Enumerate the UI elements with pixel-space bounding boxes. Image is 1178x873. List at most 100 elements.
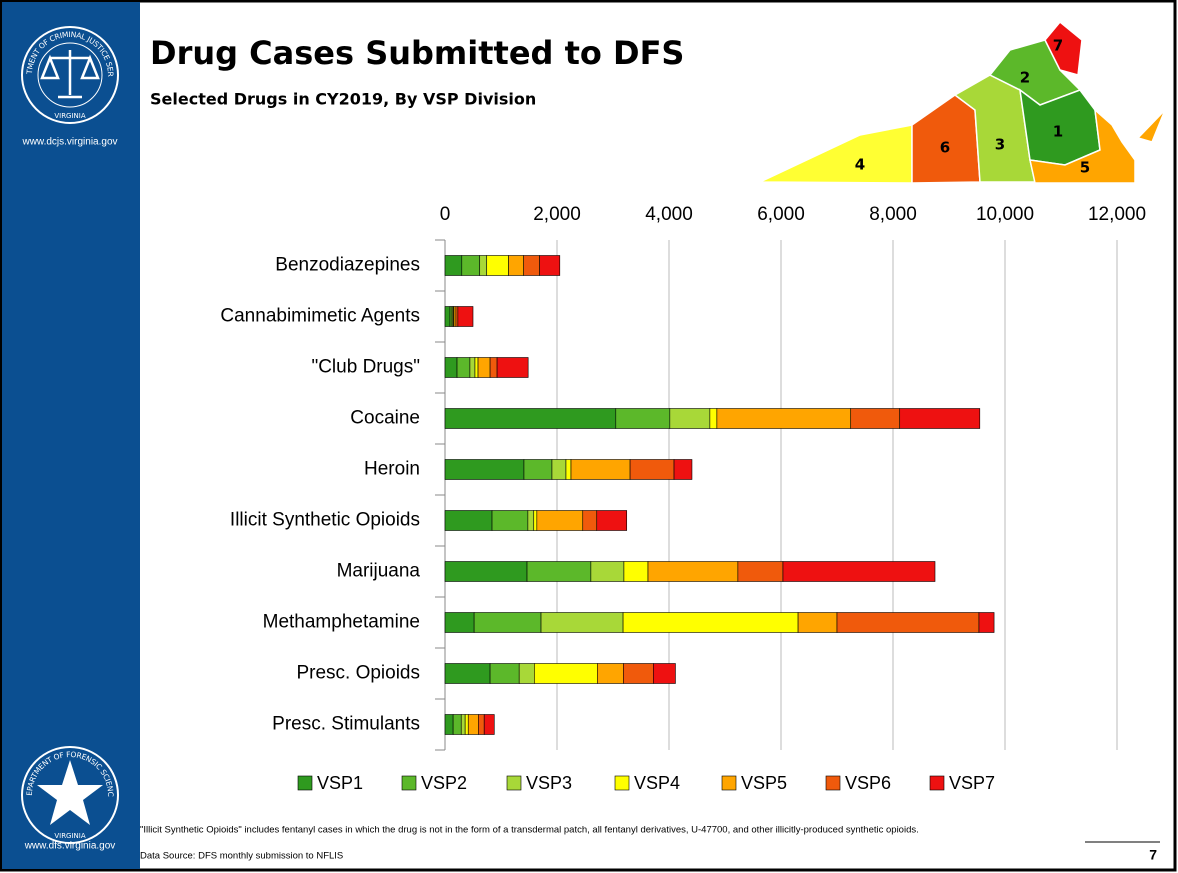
bar-segment — [629, 459, 675, 480]
bar-segment — [597, 663, 624, 684]
bar-segment — [669, 408, 711, 429]
y-tick-label: Presc. Stimulants — [272, 714, 420, 735]
bar-segment — [536, 510, 584, 531]
bar-segment — [467, 714, 479, 735]
x-tick-label: 4,000 — [645, 204, 693, 225]
star-icon — [37, 760, 103, 825]
map-label: 6 — [940, 139, 950, 157]
bar-segment — [540, 612, 624, 633]
bar-segment — [716, 408, 852, 429]
legend-label: VSP7 — [949, 773, 995, 793]
x-tick-label: 6,000 — [757, 204, 805, 225]
y-tick-label: Benzodiazepines — [275, 255, 420, 276]
bar-segment — [653, 663, 676, 684]
bar-segment — [523, 255, 540, 276]
bar-segment — [570, 459, 631, 480]
map-label: 7 — [1053, 37, 1063, 55]
bar-segment — [444, 510, 493, 531]
bar-segment — [444, 714, 454, 735]
x-tick-label: 0 — [440, 204, 451, 225]
map-label: 3 — [995, 136, 1005, 154]
side-band — [2, 2, 140, 869]
emblem-ring — [21, 746, 119, 844]
bar-segment — [496, 357, 529, 378]
bar-segment — [457, 306, 474, 327]
bar-segment — [623, 561, 649, 582]
bar-segment — [456, 357, 471, 378]
bar-segment — [782, 561, 936, 582]
bar-segment — [444, 357, 458, 378]
bar-segment — [474, 357, 479, 378]
bar-segment — [489, 663, 520, 684]
bar-segment — [527, 510, 535, 531]
bar-segment — [590, 561, 625, 582]
url: www.dcjs.virginia.gov — [21, 137, 117, 148]
bar-segment — [444, 561, 528, 582]
map-label: 4 — [855, 156, 865, 174]
bar-segment — [461, 255, 481, 276]
legend-swatch — [929, 775, 945, 791]
region-7 — [1044, 20, 1083, 76]
y-tick-label: Cocaine — [350, 408, 420, 429]
map — [759, 20, 1166, 184]
bar-segment — [452, 714, 462, 735]
legend-swatch — [506, 775, 522, 791]
bar-segment — [508, 255, 524, 276]
chart-subtitle: Selected Drugs in CY2019, By VSP Divisio… — [150, 90, 536, 109]
emblem-state: VIRGINIA — [54, 832, 86, 840]
legend-label: VSP2 — [421, 773, 467, 793]
bar-segment — [479, 255, 488, 276]
bar-segment — [523, 459, 553, 480]
map-label: 2 — [1020, 69, 1030, 87]
legend-label: VSP3 — [526, 773, 572, 793]
bar-segment — [673, 459, 693, 480]
source: Data Source: DFS monthly submission to N… — [140, 851, 343, 862]
legend-label: VSP4 — [634, 773, 680, 793]
bar-segment — [518, 663, 535, 684]
emblem-inner — [37, 42, 103, 108]
bar-segment — [533, 510, 538, 531]
bar-segment — [647, 561, 739, 582]
x-tick-label: 2,000 — [533, 204, 581, 225]
region-5 — [1029, 108, 1136, 184]
bar-segment — [460, 714, 466, 735]
bar-segment — [444, 255, 463, 276]
bar-segment — [444, 306, 451, 327]
map-labels: 1 2 3 4 5 6 7 — [855, 37, 1090, 177]
bar-segment — [444, 459, 525, 480]
bar-segment — [978, 612, 995, 633]
bar-segment — [596, 510, 628, 531]
legend-swatch — [297, 775, 313, 791]
bar-segment — [737, 561, 784, 582]
bar-segment — [526, 561, 592, 582]
bar-segment — [478, 714, 485, 735]
bar-segment — [622, 612, 799, 633]
bar-segment — [469, 357, 476, 378]
bar-segment — [477, 357, 491, 378]
bar-segment — [582, 510, 598, 531]
footnote: "Illicit Synthetic Opioids" includes fen… — [140, 825, 919, 836]
y-tick-label: Heroin — [364, 459, 420, 480]
y-tick-label: Presc. Opioids — [296, 663, 420, 684]
bar-segment — [489, 357, 498, 378]
bar-segment — [483, 714, 495, 735]
y-tick-label: Marijuana — [337, 561, 421, 582]
x-tick-label: 10,000 — [976, 204, 1034, 225]
y-tick-label: Illicit Synthetic Opioids — [230, 510, 420, 531]
map-label: 5 — [1080, 159, 1090, 177]
bar-segment — [551, 459, 567, 480]
page-number: 7 — [1149, 847, 1157, 863]
bar-segment — [539, 255, 561, 276]
map-label: 1 — [1053, 123, 1063, 141]
legend-swatch — [614, 775, 630, 791]
x-tick-label: 12,000 — [1088, 204, 1146, 225]
bar-segment — [899, 408, 981, 429]
bar-segment — [444, 612, 475, 633]
bar-segment — [444, 408, 617, 429]
bar-segment — [464, 714, 469, 735]
emblem-ring — [21, 26, 119, 124]
bar-segment — [623, 663, 654, 684]
legend-label: VSP1 — [317, 773, 363, 793]
y-tick-label: "Club Drugs" — [311, 357, 420, 378]
